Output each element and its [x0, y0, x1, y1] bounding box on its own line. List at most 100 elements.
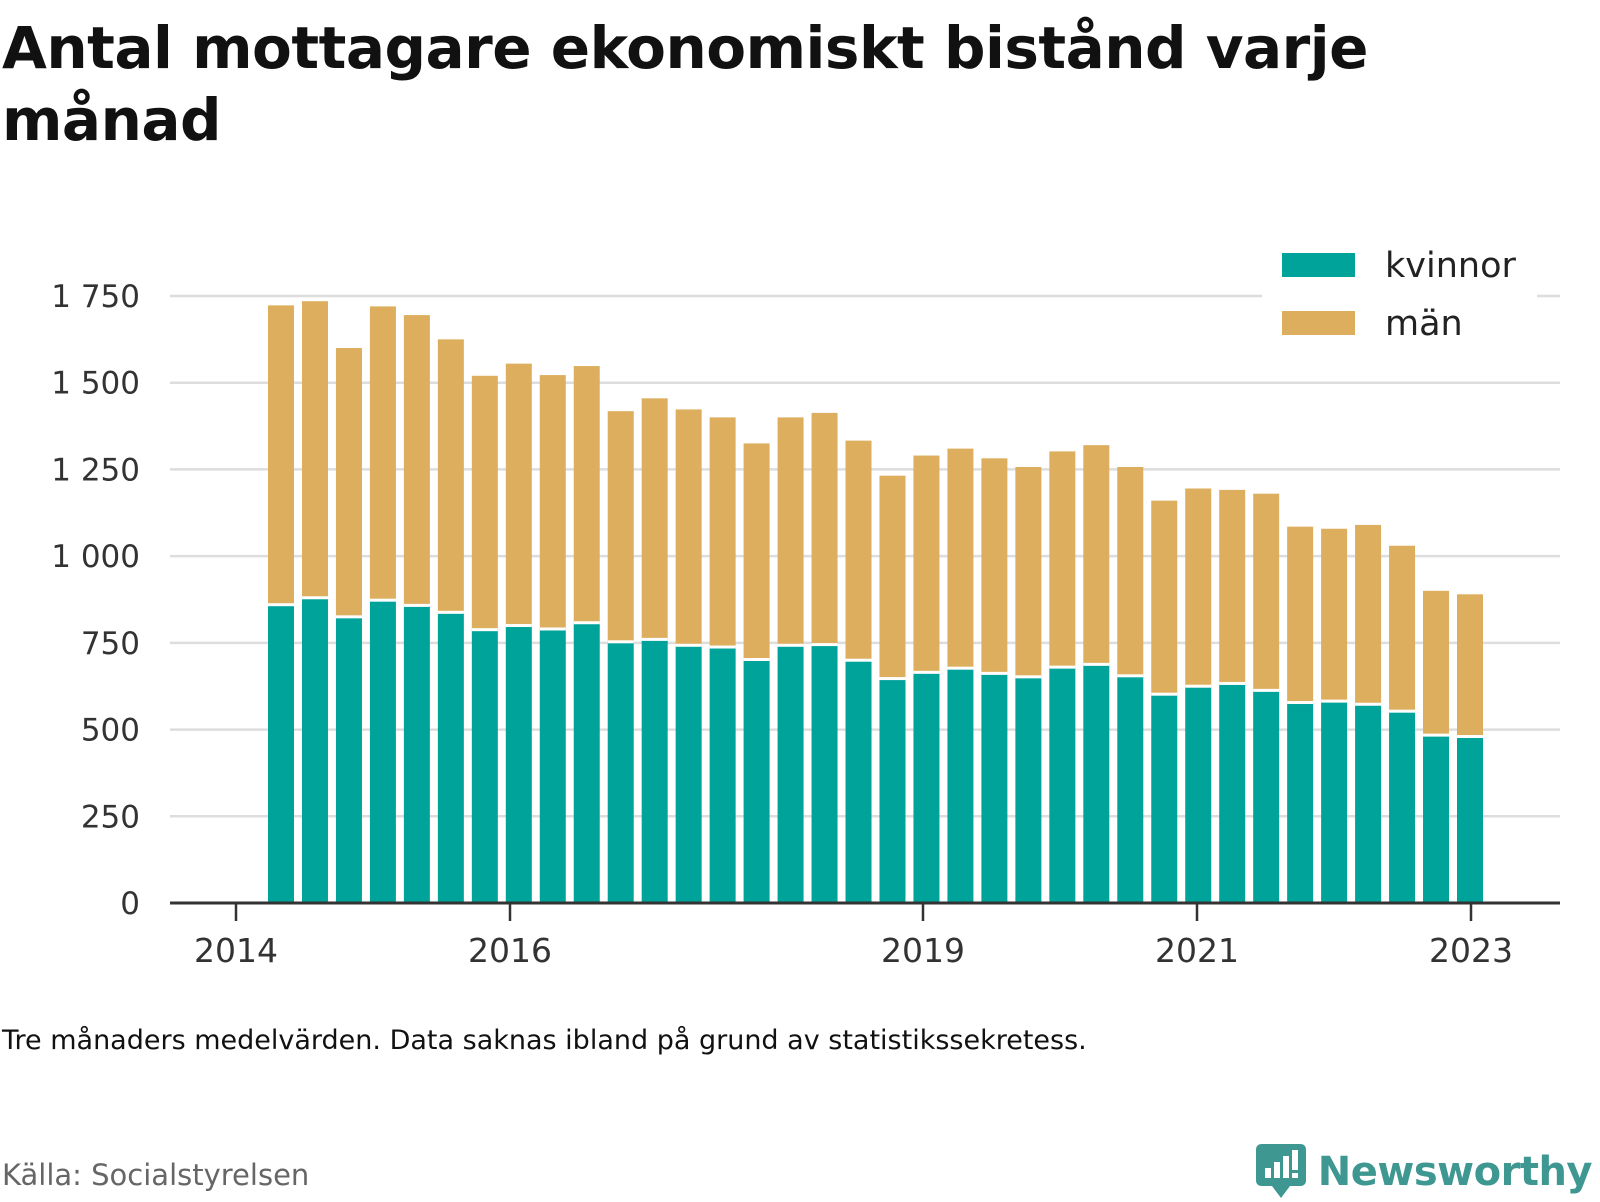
bar-man	[1185, 488, 1212, 687]
bar-kvinnor	[1457, 736, 1483, 903]
bar-kvinnor	[1219, 683, 1246, 903]
x-tick-label: 2016	[468, 931, 552, 970]
bar-man	[1117, 467, 1144, 676]
brand-name: Newsworthy	[1317, 1149, 1593, 1195]
bar-man	[471, 375, 498, 630]
y-axis-labels: 0 250 500 750 1 000 1 250 1 500 1 750	[51, 279, 140, 922]
bar-man	[437, 339, 464, 613]
legend-label: män	[1385, 304, 1463, 344]
bar-separator	[1321, 699, 1348, 703]
bar-separator	[1423, 733, 1450, 737]
y-tick-label: 1 500	[51, 366, 140, 402]
bar-man	[505, 363, 532, 626]
bar-kvinnor	[505, 625, 532, 903]
bar-separator	[403, 603, 430, 607]
bar-kvinnor	[1049, 667, 1076, 903]
bar-separator	[1389, 709, 1416, 713]
x-axis: 2014 2016 2019 2021 2023	[170, 901, 1560, 970]
bar-man	[947, 448, 974, 669]
bar-kvinnor	[675, 645, 702, 903]
bar-kvinnor	[403, 605, 430, 903]
bar-man	[981, 458, 1008, 674]
bar-kvinnor	[268, 604, 294, 903]
bar-man	[845, 440, 872, 661]
newsworthy-logo-icon	[1255, 1144, 1306, 1198]
bar-man	[641, 398, 668, 640]
bar-kvinnor	[743, 659, 770, 903]
bar-separator	[471, 628, 498, 632]
bar-separator	[369, 598, 396, 602]
bar-separator	[1083, 662, 1110, 666]
y-tick-label: 1 250	[51, 452, 140, 488]
bar-man	[709, 417, 736, 648]
bar-separator	[573, 621, 600, 625]
bar-kvinnor	[709, 647, 736, 903]
bar-kvinnor	[1117, 675, 1144, 903]
bar-man	[335, 348, 362, 617]
bar-man	[607, 411, 634, 642]
brand-logo: Newsworthy	[1255, 1142, 1593, 1202]
bar-man	[675, 409, 702, 646]
bar-man	[1321, 528, 1348, 702]
y-tick-label: 250	[81, 799, 140, 835]
bar-kvinnor	[1287, 702, 1314, 903]
bar-separator	[811, 643, 838, 647]
x-tick-label: 2014	[194, 931, 278, 970]
bar-kvinnor	[879, 678, 906, 903]
bar-man	[1253, 493, 1280, 691]
legend-label: kvinnor	[1385, 246, 1516, 286]
bar-kvinnor	[981, 673, 1008, 903]
bar-separator	[1049, 665, 1076, 669]
bar-separator	[335, 615, 362, 619]
legend-swatch	[1282, 253, 1355, 277]
bar-kvinnor	[369, 600, 396, 903]
bar-kvinnor	[1151, 694, 1178, 903]
bar-separator	[845, 658, 872, 662]
bar-separator	[1117, 674, 1144, 678]
bar-kvinnor	[1185, 686, 1212, 903]
x-tick-label: 2021	[1155, 931, 1239, 970]
bar-kvinnor	[301, 597, 328, 903]
bar-kvinnor	[1083, 664, 1110, 903]
bar-man	[743, 443, 770, 660]
y-tick-label: 750	[81, 626, 140, 662]
bar-separator	[1219, 681, 1246, 685]
bar-kvinnor	[641, 639, 668, 903]
bar-man	[879, 475, 906, 679]
bar-separator	[437, 610, 464, 614]
x-tick-label: 2019	[881, 931, 965, 970]
bar-man	[913, 455, 940, 673]
bar-kvinnor	[607, 641, 634, 903]
bar-separator	[913, 670, 940, 674]
bar-separator	[777, 643, 804, 647]
source-label: Källa: Socialstyrelsen	[2, 1158, 310, 1192]
bar-man	[1423, 590, 1450, 736]
bar-separator	[301, 596, 328, 600]
y-tick-label: 1 750	[51, 279, 140, 315]
bar-man	[539, 375, 566, 629]
y-tick-label: 500	[81, 713, 140, 749]
bar-kvinnor	[1015, 676, 1042, 903]
y-tick-label: 1 000	[51, 539, 140, 575]
bar-separator	[675, 643, 702, 647]
bar-man	[1355, 524, 1382, 705]
bar-separator	[607, 640, 634, 644]
bar-kvinnor	[913, 672, 940, 903]
bar-separator	[743, 658, 770, 662]
bar-kvinnor	[573, 622, 600, 903]
bar-separator	[947, 666, 974, 670]
chart-note: Tre månaders medelvärden. Data saknas ib…	[2, 1025, 1087, 1056]
bar-kvinnor	[1389, 711, 1416, 903]
bar-man	[1015, 467, 1042, 677]
legend: kvinnor män	[1262, 245, 1537, 355]
bar-kvinnor	[777, 645, 804, 903]
bar-man	[268, 305, 294, 605]
bar-separator	[1015, 675, 1042, 679]
bar-kvinnor	[539, 628, 566, 903]
bar-kvinnor	[471, 629, 498, 903]
bar-separator	[1355, 702, 1382, 706]
bar-man	[1457, 594, 1483, 737]
bar-separator	[268, 603, 294, 607]
bar-separator	[879, 677, 906, 681]
y-tick-label: 0	[120, 886, 140, 922]
